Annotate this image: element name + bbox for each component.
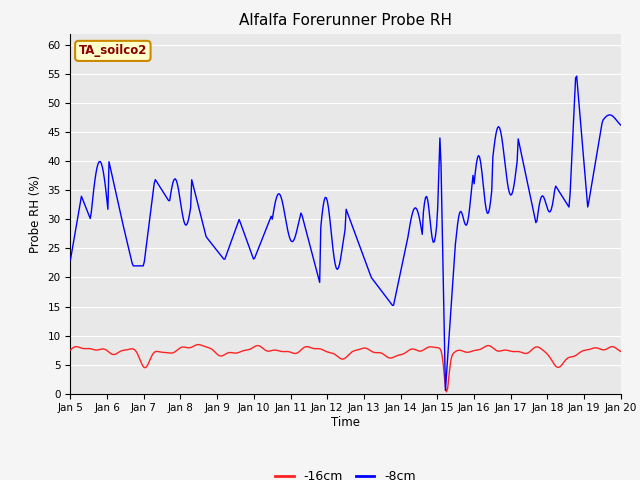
-16cm (195, 342, 202, 348)
-8cm (606, 112, 614, 118)
-8cm (332, 261, 339, 267)
-8cm (442, 387, 449, 393)
Legend: -16cm, -8cm: -16cm, -8cm (270, 465, 421, 480)
-16cm (332, 352, 340, 358)
-16cm (365, 347, 373, 353)
-16cm (329, 350, 337, 356)
-8cm (573, 73, 580, 79)
-8cm (328, 235, 335, 241)
Y-axis label: Probe RH (%): Probe RH (%) (29, 175, 42, 252)
X-axis label: Time: Time (331, 416, 360, 429)
Line: -16cm: -16cm (70, 345, 621, 392)
Title: Alfalfa Forerunner Probe RH: Alfalfa Forerunner Probe RH (239, 13, 452, 28)
-16cm (606, 344, 614, 350)
-8cm (364, 266, 372, 272)
-8cm (519, 157, 527, 163)
-8cm (67, 257, 74, 263)
-16cm (67, 347, 74, 353)
-16cm (396, 352, 403, 358)
-8cm (394, 281, 402, 287)
-16cm (443, 389, 451, 395)
-16cm (520, 350, 527, 356)
-16cm (617, 348, 625, 354)
-8cm (617, 122, 625, 128)
Text: TA_soilco2: TA_soilco2 (79, 44, 147, 58)
Line: -8cm: -8cm (70, 76, 621, 390)
